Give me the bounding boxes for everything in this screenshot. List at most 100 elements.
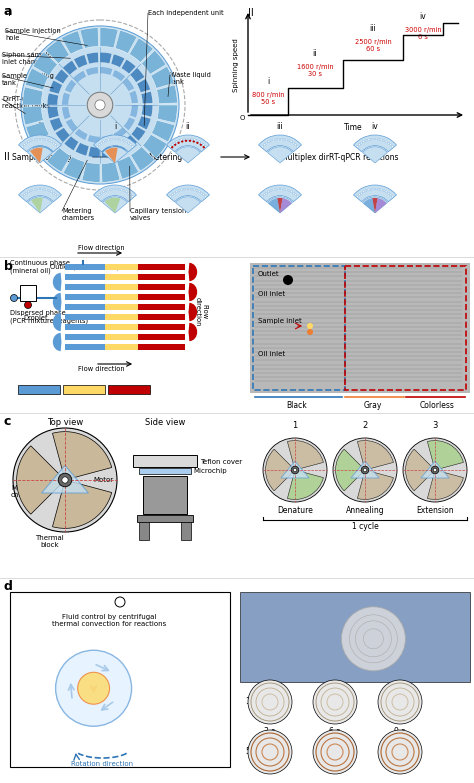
Circle shape (130, 144, 132, 146)
Circle shape (95, 100, 105, 110)
Wedge shape (101, 146, 114, 157)
Circle shape (57, 146, 58, 147)
Text: Teflon cover: Teflon cover (200, 459, 242, 465)
Circle shape (97, 196, 98, 197)
Circle shape (265, 143, 267, 144)
Wedge shape (129, 38, 153, 63)
Circle shape (55, 650, 132, 727)
Circle shape (265, 193, 267, 194)
Bar (105, 324, 138, 330)
Bar (63, 385, 105, 394)
Wedge shape (34, 135, 58, 160)
Text: Capillary tension
valves: Capillary tension valves (130, 208, 186, 221)
Circle shape (40, 188, 42, 189)
Circle shape (268, 141, 270, 143)
Wedge shape (49, 81, 63, 94)
Wedge shape (46, 39, 69, 63)
Bar (65, 294, 105, 300)
Circle shape (363, 141, 365, 143)
Circle shape (38, 138, 40, 140)
Circle shape (38, 188, 40, 189)
Wedge shape (267, 146, 292, 163)
Circle shape (48, 139, 50, 142)
Circle shape (176, 141, 178, 143)
Circle shape (388, 193, 390, 194)
Circle shape (87, 92, 113, 117)
Wedge shape (114, 128, 127, 139)
Wedge shape (141, 92, 153, 103)
Circle shape (262, 196, 263, 197)
Wedge shape (64, 79, 77, 93)
Text: Sample injection
hole: Sample injection hole (5, 28, 61, 41)
Bar (108, 385, 150, 394)
Text: Thermal
block: Thermal block (35, 535, 64, 548)
Circle shape (174, 143, 176, 146)
Text: O: O (240, 115, 245, 121)
Circle shape (99, 144, 100, 146)
Wedge shape (156, 85, 177, 103)
Wedge shape (121, 60, 136, 74)
Circle shape (132, 196, 134, 197)
Bar (65, 304, 105, 310)
Text: 6 s: 6 s (329, 727, 341, 736)
Wedge shape (31, 197, 43, 213)
Bar (10, 592, 230, 767)
Text: Denature: Denature (277, 506, 313, 515)
Circle shape (368, 139, 369, 141)
Circle shape (385, 141, 387, 143)
Circle shape (199, 191, 201, 193)
Bar (65, 264, 105, 270)
Wedge shape (100, 52, 112, 63)
Circle shape (375, 138, 377, 140)
Wedge shape (55, 128, 70, 143)
Circle shape (181, 139, 182, 141)
Circle shape (110, 189, 112, 190)
Bar (139, 468, 191, 474)
Text: II: II (248, 8, 254, 18)
Wedge shape (112, 142, 127, 155)
Circle shape (126, 141, 128, 143)
Text: Waste liquid
tank: Waste liquid tank (170, 72, 211, 85)
Polygon shape (421, 461, 449, 478)
Text: 1 cycle: 1 cycle (352, 522, 378, 531)
Bar (143, 476, 187, 514)
Circle shape (358, 194, 360, 196)
Circle shape (196, 139, 198, 142)
Circle shape (186, 138, 188, 140)
Text: Sample inlet: Sample inlet (258, 318, 302, 324)
Wedge shape (152, 120, 175, 142)
Bar (250, 263, 470, 393)
Bar (133, 455, 197, 467)
Wedge shape (111, 54, 125, 67)
Text: III: III (64, 514, 72, 523)
Wedge shape (373, 198, 378, 213)
Circle shape (30, 139, 32, 142)
Circle shape (58, 473, 72, 487)
Text: iii: iii (370, 24, 376, 33)
Circle shape (268, 191, 270, 193)
Wedge shape (258, 185, 301, 202)
Circle shape (62, 477, 68, 483)
Wedge shape (26, 121, 49, 143)
Circle shape (196, 189, 198, 192)
Circle shape (40, 138, 42, 140)
Text: Side view: Side view (145, 418, 185, 427)
Wedge shape (53, 431, 112, 480)
Circle shape (193, 139, 195, 141)
Circle shape (378, 189, 380, 190)
Circle shape (390, 194, 392, 196)
Circle shape (132, 146, 134, 147)
Text: Black: Black (286, 401, 307, 410)
Wedge shape (166, 135, 210, 152)
Text: iv: iv (372, 122, 378, 131)
Circle shape (307, 323, 313, 329)
Bar (105, 284, 138, 290)
Wedge shape (129, 90, 138, 103)
Wedge shape (112, 70, 126, 81)
Text: 5G: 5G (245, 748, 256, 756)
Wedge shape (47, 106, 59, 119)
Circle shape (105, 139, 107, 142)
Text: Top view: Top view (47, 418, 83, 427)
Text: Time: Time (344, 123, 362, 132)
Circle shape (297, 146, 299, 147)
